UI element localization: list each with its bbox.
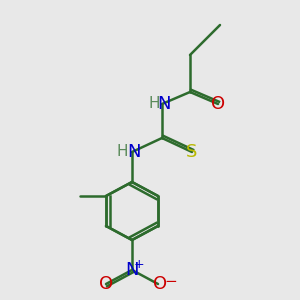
Text: H: H (148, 97, 160, 112)
Text: H: H (116, 145, 128, 160)
Text: N: N (157, 95, 171, 113)
Text: −: − (165, 274, 177, 290)
Text: O: O (99, 275, 113, 293)
Text: +: + (134, 259, 144, 272)
Text: N: N (127, 143, 141, 161)
Text: N: N (125, 261, 139, 279)
Text: O: O (211, 95, 225, 113)
Text: S: S (186, 143, 198, 161)
Text: O: O (153, 275, 167, 293)
